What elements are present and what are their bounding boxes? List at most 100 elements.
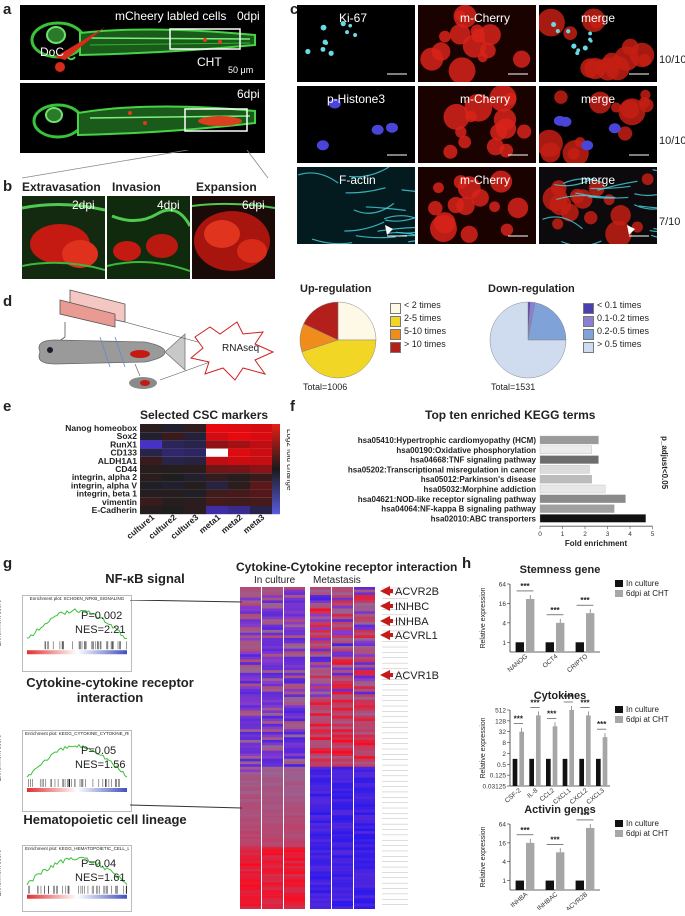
heat-cell [354, 898, 375, 902]
heat-cell [332, 688, 353, 692]
kegg-bar [539, 435, 599, 445]
heat-cell [262, 737, 283, 741]
heat-cell [162, 448, 184, 457]
heat-cell [354, 849, 375, 853]
ratio-label: 7/10 [659, 216, 681, 228]
heat-cell [332, 766, 353, 770]
cytokine-heatmap-title: Cytokine-Cytokine receptor interaction [236, 560, 458, 574]
significance-label: *** [564, 693, 574, 702]
kegg-term: hsa00190:Oxidative phosphorylation [396, 446, 536, 455]
heat-cell [310, 900, 331, 904]
heat-cell [310, 648, 331, 652]
heat-cell [284, 887, 305, 891]
gsea-p-value: P=0.002 [81, 609, 123, 622]
x-tick-label: 0 [538, 531, 542, 538]
heat-cell [240, 656, 261, 660]
heat-cell [262, 876, 283, 880]
heat-cell [332, 729, 353, 733]
y-tick-label: 512 [495, 708, 506, 715]
heat-cell [310, 694, 331, 698]
heat-cell [284, 863, 305, 867]
heat-cell [240, 906, 261, 909]
heat-cell [310, 654, 331, 658]
heat-cell [284, 860, 305, 864]
heat-cell [284, 876, 305, 880]
heat-cell [284, 839, 305, 843]
legend-swatch [390, 342, 401, 353]
heat-cell [332, 683, 353, 687]
y-tick-label: 16 [499, 601, 507, 608]
heat-cell [354, 847, 375, 851]
heat-cell [262, 847, 283, 851]
bar-6dpi [552, 726, 558, 786]
heat-cell [240, 659, 261, 663]
heat-cell [332, 895, 353, 899]
heat-cell [240, 772, 261, 776]
heat-cell [310, 635, 331, 639]
pie-slice [303, 301, 339, 341]
heat-cell [184, 473, 206, 482]
heat-cell [310, 793, 331, 797]
heat-cell [240, 731, 261, 735]
heat-cell [332, 852, 353, 856]
heat-cell [354, 659, 375, 663]
heat-cell [310, 884, 331, 888]
heat-cell [240, 849, 261, 853]
heat-cell [284, 809, 305, 813]
heat-cell [262, 629, 283, 633]
heat-cell [262, 836, 283, 840]
heat-cell [310, 847, 331, 851]
heat-cell [284, 697, 305, 700]
heat-cell [284, 643, 305, 647]
heat-cell [332, 847, 353, 851]
heat-cell [240, 654, 261, 658]
heat-cell [354, 715, 375, 719]
heat-cell [240, 807, 261, 811]
heat-cell [240, 900, 261, 904]
gsea-p-value: P=0.05 [81, 745, 117, 758]
heat-cell [332, 702, 353, 706]
heat-cell [310, 651, 331, 655]
heat-cell [354, 699, 375, 703]
heat-cell [310, 855, 331, 859]
heat-cell [354, 702, 375, 706]
heat-cell [354, 758, 375, 762]
kegg-bar [539, 465, 590, 474]
heat-cell [228, 506, 250, 515]
step-time-2: 4dpi [157, 198, 180, 212]
heat-cell [354, 710, 375, 714]
heat-cell [240, 844, 261, 848]
heat-cell [284, 882, 305, 886]
merge-label: merge [581, 92, 616, 106]
heat-cell [310, 777, 331, 781]
kegg-term: hsa05032:Morphine addiction [424, 485, 537, 494]
micrograph-r1-c1: Ki-67 [297, 5, 415, 82]
heat-cell [332, 670, 353, 674]
heat-cell [284, 713, 305, 717]
heat-cell [310, 817, 331, 821]
heat-cell [354, 863, 375, 867]
heat-cell [284, 898, 305, 902]
heat-cell [262, 627, 283, 631]
gsea-plot-title: Enrichment plot: SCHOEN_NFKB_SIGNALING [29, 596, 125, 601]
heat-cell [332, 809, 353, 813]
heat-cell [262, 678, 283, 682]
heat-cell [240, 611, 261, 615]
heat-cell [184, 497, 206, 506]
row-label: ALDH1A1 [98, 456, 137, 466]
heat-cell [310, 726, 331, 730]
heat-cell [284, 718, 305, 722]
heat-cell [250, 448, 272, 457]
category-label: NANOG [507, 653, 530, 672]
heat-cell [284, 608, 305, 612]
heat-cell [310, 643, 331, 647]
heat-cell [262, 694, 283, 698]
heat-cell [354, 753, 375, 757]
heat-cell [250, 465, 272, 474]
heat-cell [310, 699, 331, 703]
heat-cell [262, 892, 283, 896]
heat-cell [240, 774, 261, 778]
heat-cell [240, 713, 261, 717]
bar-in-culture [562, 758, 568, 786]
heatmap-title: Selected CSC markers [140, 408, 269, 422]
